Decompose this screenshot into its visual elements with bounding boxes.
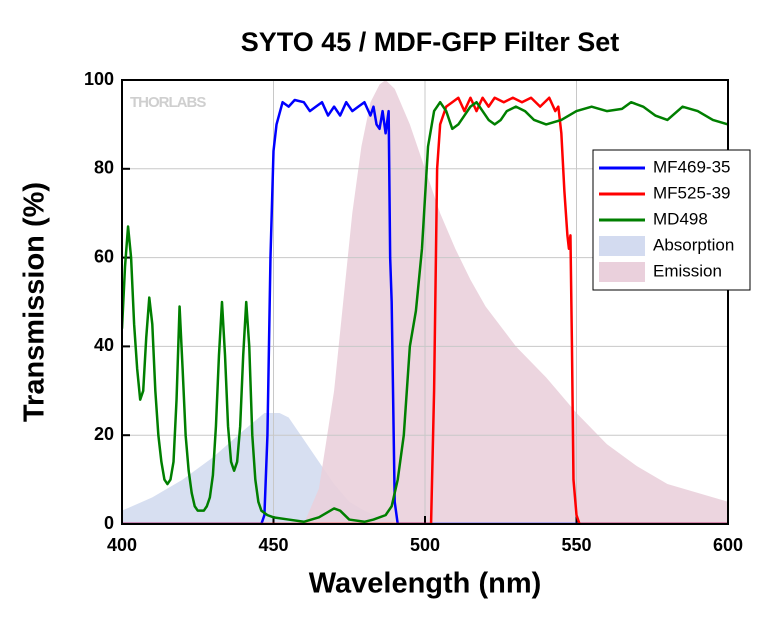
- y-tick-label: 60: [94, 246, 114, 266]
- x-tick-label: 550: [561, 535, 591, 555]
- y-axis-label: Transmission (%): [19, 182, 51, 422]
- x-tick-label: 500: [410, 535, 440, 555]
- legend-swatch: [599, 262, 645, 282]
- legend-label: MF469-35: [653, 157, 730, 176]
- line: [122, 96, 728, 524]
- legend-label: Emission: [653, 261, 722, 280]
- area: [303, 80, 728, 524]
- x-tick-label: 600: [713, 535, 743, 555]
- watermark: THORLABS: [130, 94, 206, 111]
- y-tick-label: 80: [94, 158, 114, 178]
- plot-frame: [121, 79, 729, 525]
- x-tick-label: 450: [258, 535, 288, 555]
- chart-title: SYTO 45 / MDF-GFP Filter Set: [241, 27, 620, 57]
- y-tick-label: 20: [94, 424, 114, 444]
- x-tick-label: 400: [107, 535, 137, 555]
- y-tick-label: 100: [84, 69, 114, 89]
- line: [122, 98, 728, 524]
- line: [122, 100, 728, 524]
- x-axis-label: Wavelength (nm): [309, 568, 542, 600]
- legend-label: MF525-39: [653, 183, 730, 202]
- y-tick-label: 40: [94, 335, 114, 355]
- y-tick-label: 0: [104, 513, 114, 533]
- legend-label: Absorption: [653, 235, 734, 254]
- legend-swatch: [599, 236, 645, 256]
- legend-label: MD498: [653, 209, 708, 228]
